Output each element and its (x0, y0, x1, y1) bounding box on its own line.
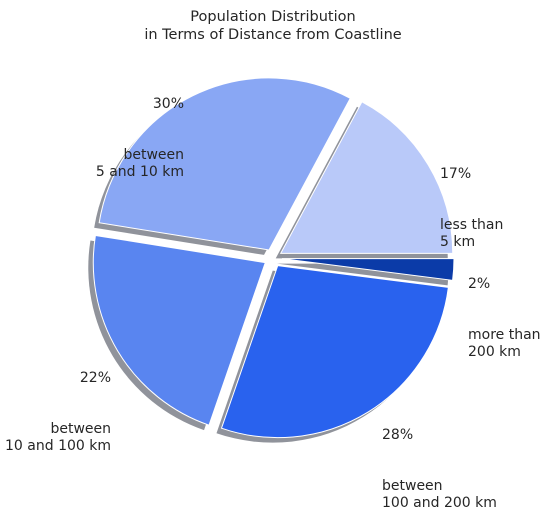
pie-slice (98, 77, 351, 251)
slice-label-text: more than 200 km (468, 327, 541, 360)
pie-slice (92, 234, 266, 426)
slice-label-pct: 2% (468, 276, 491, 292)
pie-slice (281, 258, 455, 281)
slices (92, 77, 455, 439)
slice-label-more-than-200km: 2% more than 200 km (468, 242, 541, 378)
slice-label-pct: 22% (79, 370, 111, 386)
slice-label-pct: 28% (382, 427, 414, 443)
slice-label-pct: 30% (152, 96, 184, 112)
chart-title-line-2: in Terms of Distance from Coastline (144, 27, 402, 43)
slice-label-text: between 100 and 200 km (382, 478, 497, 511)
pie-slice (279, 101, 454, 254)
slice-label-less-than-5km: 17% less than 5 km (440, 132, 503, 268)
slice-label-100-to-200km: 28% between 100 and 200 km (382, 393, 497, 529)
slice-label-text: between 10 and 100 km (5, 421, 111, 454)
slice-label-10-to-100km: 22% between 10 and 100 km (5, 336, 111, 472)
pie-slice (220, 265, 449, 439)
slice-label-pct: 17% (440, 166, 472, 182)
pie-chart (88, 77, 455, 443)
slice-label-5-to-10km: 30% between 5 and 10 km (96, 62, 184, 198)
chart-title-line-1: Population Distribution (190, 9, 356, 25)
chart-title: Population Distribution in Terms of Dist… (0, 8, 546, 44)
slice-label-text: less than 5 km (440, 217, 504, 250)
slice-label-text: between 5 and 10 km (95, 147, 184, 180)
